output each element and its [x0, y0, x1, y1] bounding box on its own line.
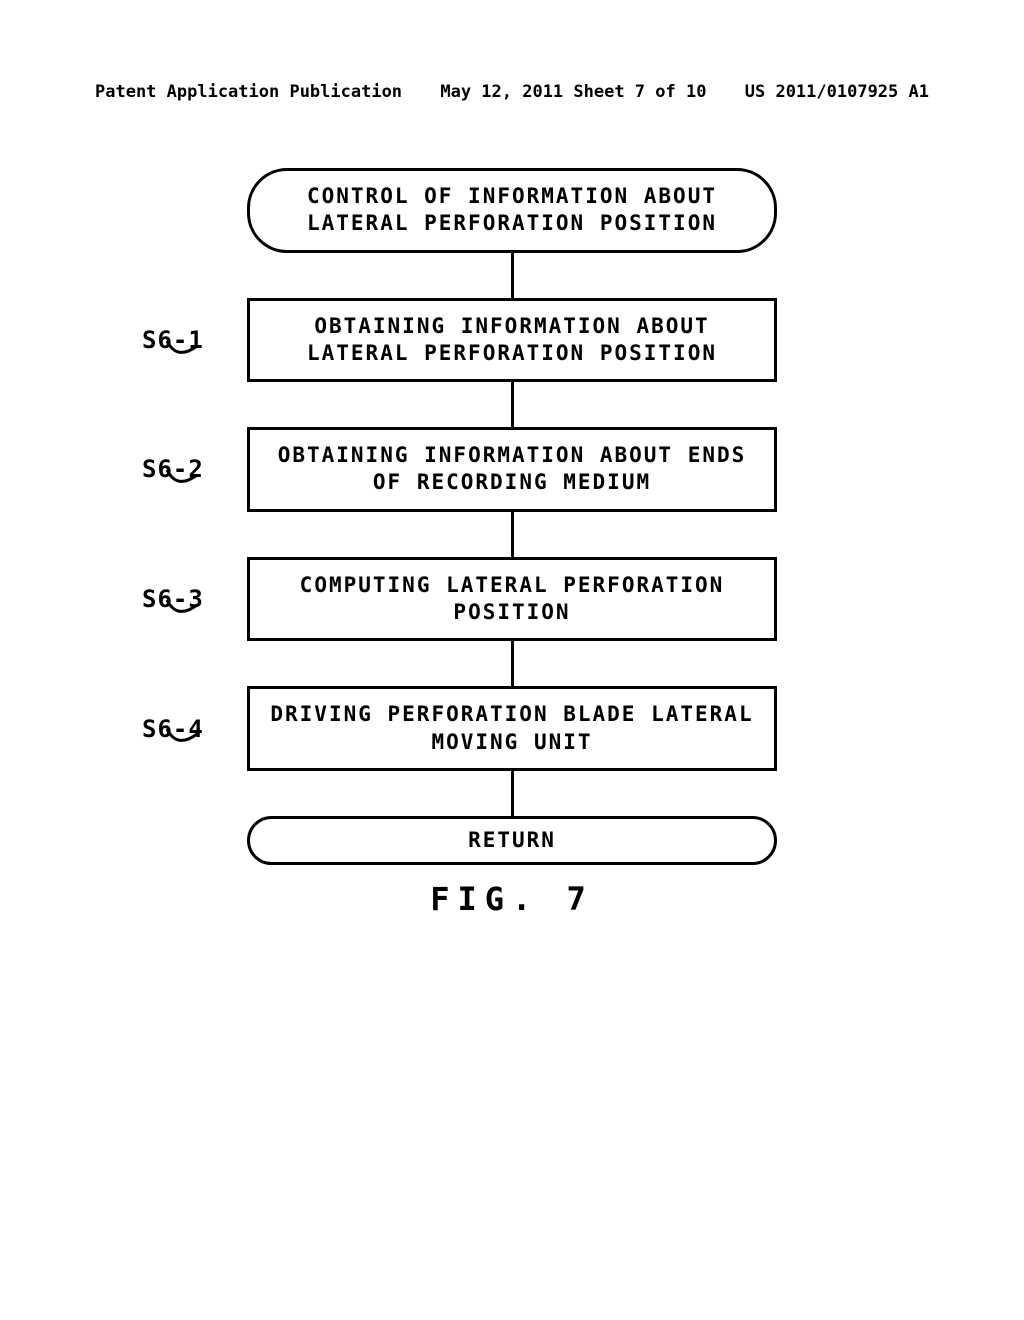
figure-label: FIG. 7 [430, 880, 594, 918]
header-left: Patent Application Publication [95, 82, 402, 102]
process-text-3: COMPUTING LATERAL PERFORATION POSITION [300, 573, 725, 624]
process-text-1: OBTAINING INFORMATION ABOUT LATERAL PERF… [307, 314, 717, 365]
step-row-3: S6-3 COMPUTING LATERAL PERFORATION POSIT… [162, 557, 862, 642]
connector [511, 641, 514, 686]
connector [511, 771, 514, 816]
flowchart-start: CONTROL OF INFORMATION ABOUT LATERAL PER… [247, 168, 777, 253]
step-row-2: S6-2 OBTAINING INFORMATION ABOUT ENDS OF… [162, 427, 862, 512]
step-marker-icon [162, 595, 207, 629]
header-center: May 12, 2011 Sheet 7 of 10 [440, 82, 706, 102]
connector [511, 253, 514, 298]
end-text: RETURN [468, 828, 556, 852]
flowchart-end: RETURN [247, 816, 777, 865]
connector [511, 512, 514, 557]
step-marker-icon [162, 336, 207, 370]
connector [511, 382, 514, 427]
step-row-1: S6-1 OBTAINING INFORMATION ABOUT LATERAL… [162, 298, 862, 383]
process-box-3: COMPUTING LATERAL PERFORATION POSITION [247, 557, 777, 642]
flowchart-container: CONTROL OF INFORMATION ABOUT LATERAL PER… [162, 168, 862, 865]
page-header: Patent Application Publication May 12, 2… [0, 82, 1024, 102]
step-marker-icon [162, 724, 207, 758]
step-row-4: S6-4 DRIVING PERFORATION BLADE LATERAL M… [162, 686, 862, 771]
process-box-2: OBTAINING INFORMATION ABOUT ENDS OF RECO… [247, 427, 777, 512]
process-box-1: OBTAINING INFORMATION ABOUT LATERAL PERF… [247, 298, 777, 383]
header-right: US 2011/0107925 A1 [745, 82, 929, 102]
process-box-4: DRIVING PERFORATION BLADE LATERAL MOVING… [247, 686, 777, 771]
step-marker-icon [162, 465, 207, 499]
process-text-4: DRIVING PERFORATION BLADE LATERAL MOVING… [270, 702, 753, 753]
process-text-2: OBTAINING INFORMATION ABOUT ENDS OF RECO… [278, 443, 747, 494]
start-text: CONTROL OF INFORMATION ABOUT LATERAL PER… [307, 184, 717, 235]
